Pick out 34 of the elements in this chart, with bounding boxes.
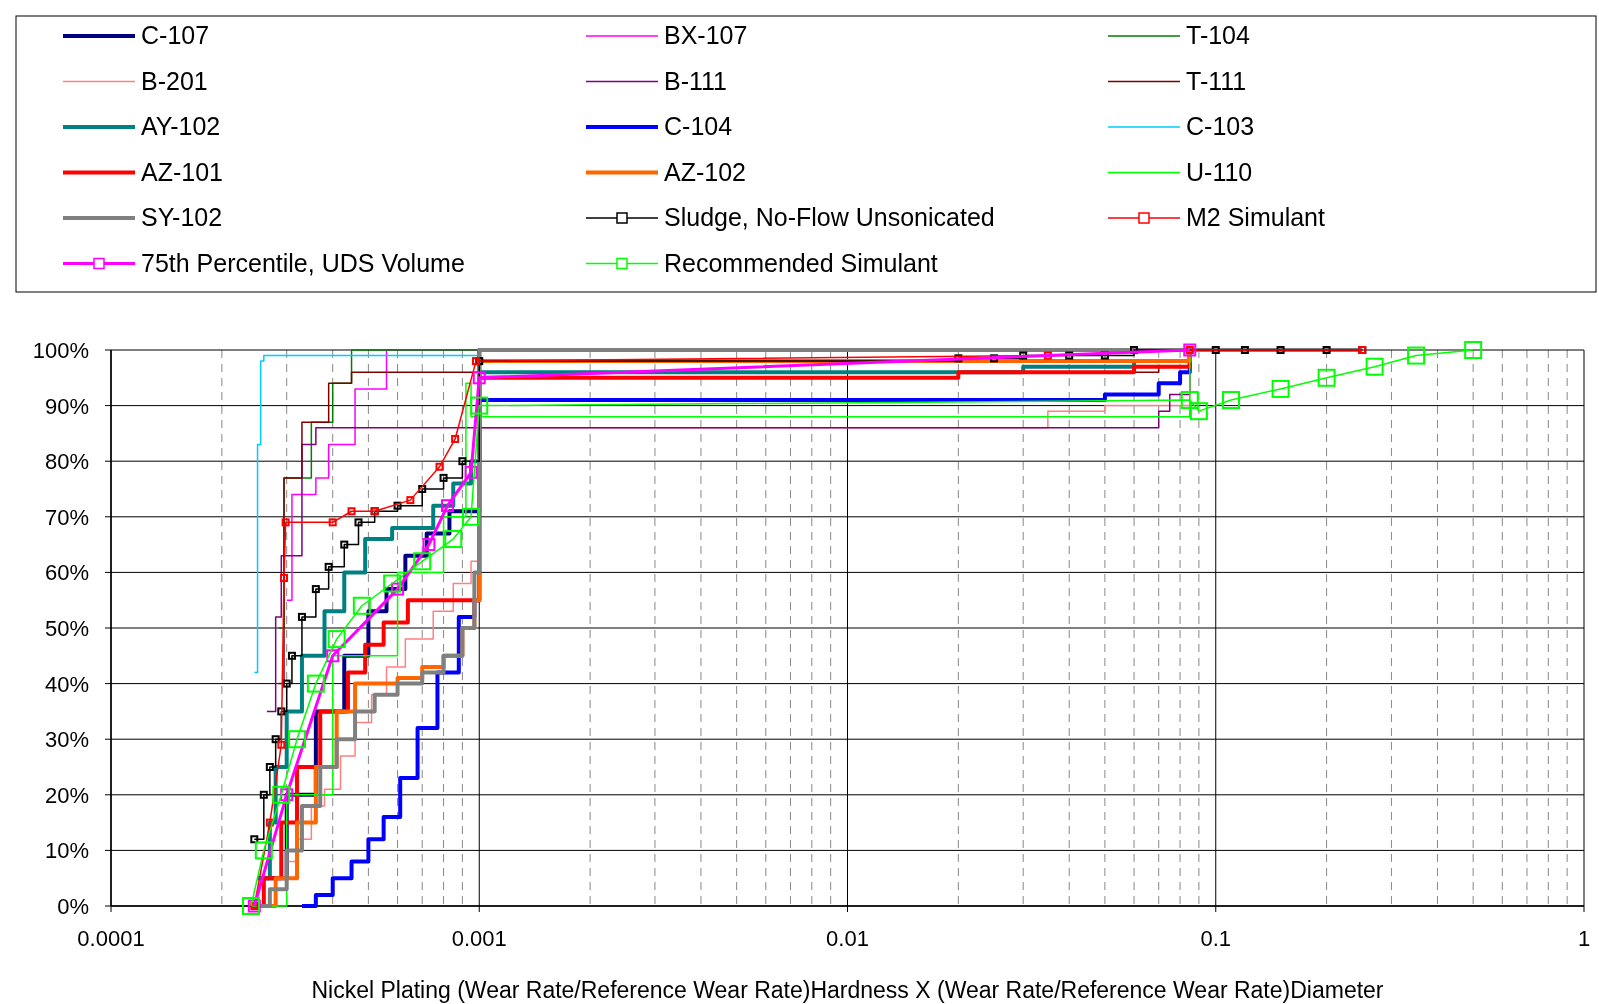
legend-label: AZ-102 <box>664 157 746 186</box>
y-tick-label: 20% <box>44 782 89 808</box>
y-tick-label: 0% <box>57 894 89 919</box>
legend-label: M2 Simulant <box>1186 203 1325 231</box>
y-tick-label: 60% <box>44 560 89 586</box>
x-tick-label: 0.01 <box>826 926 869 951</box>
legend-label: 75th Percentile, UDS Volume <box>141 248 465 277</box>
y-tick-label: 70% <box>44 504 89 530</box>
y-tick-label: 30% <box>44 727 89 753</box>
legend-label: B-201 <box>141 66 208 95</box>
x-tick-label: 1 <box>1577 926 1591 951</box>
y-tick-label: 90% <box>44 393 89 419</box>
legend-label: U-110 <box>1186 157 1253 186</box>
y-tick-label: 10% <box>44 838 89 864</box>
legend-label: C-103 <box>1186 112 1255 140</box>
legend-label: C-104 <box>664 112 733 140</box>
x-tick-label: 0.1 <box>1200 926 1232 951</box>
legend-label: SY-102 <box>141 203 223 231</box>
legend-label: C-107 <box>141 21 210 49</box>
x-tick-label: 0.001 <box>451 926 507 951</box>
legend-label: B-111 <box>664 66 728 95</box>
y-tick-label: 80% <box>44 449 89 475</box>
legend-label: Recommended Simulant <box>664 248 938 277</box>
y-tick-label: 50% <box>44 616 89 641</box>
y-tick-label: 100% <box>32 338 89 363</box>
legend-label: Sludge, No-Flow Unsonicated <box>664 203 995 231</box>
x-tick-label: 0.0001 <box>77 926 145 951</box>
legend-label: T-111 <box>1186 66 1247 95</box>
legend-label: T-104 <box>1186 21 1251 49</box>
y-tick-label: 40% <box>44 671 89 697</box>
legend-label: AY-102 <box>141 112 221 140</box>
x-axis-title: Nickel Plating (Wear Rate/Reference Wear Rate)Hardness X (Wear Rate/Reference Wear Rate)Diameter <box>311 977 1384 1003</box>
legend-label: BX-107 <box>664 21 748 49</box>
legend-label: AZ-101 <box>141 157 223 186</box>
